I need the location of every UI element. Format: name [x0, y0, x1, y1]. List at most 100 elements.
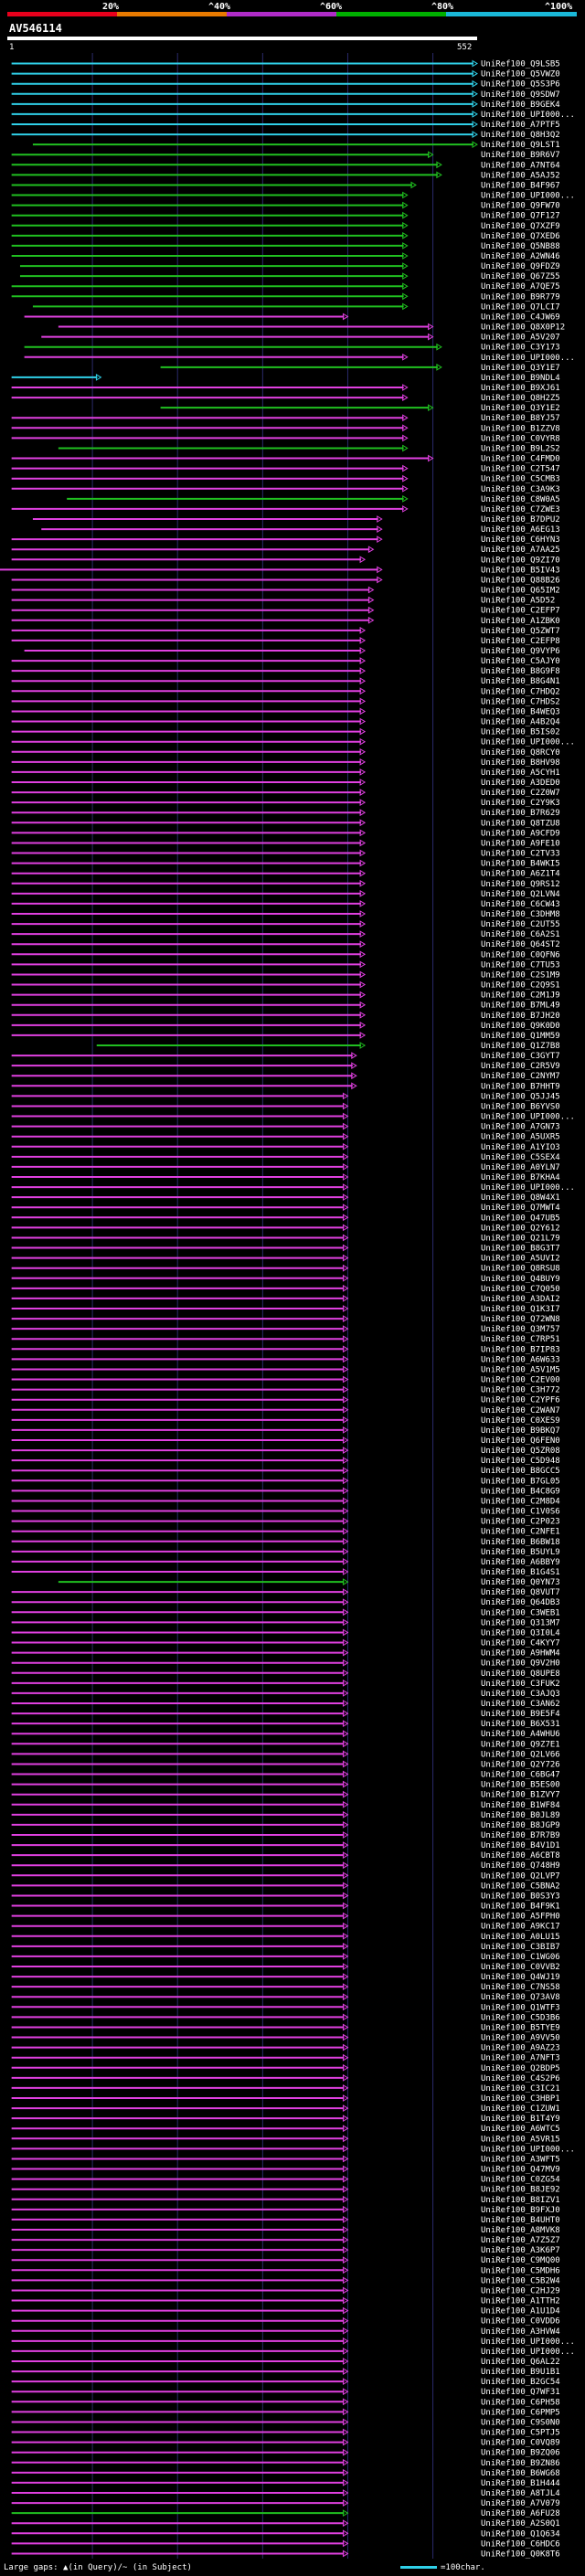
hit-label[interactable]: UniRef100_Q88B26 — [481, 576, 560, 585]
hit-label[interactable]: UniRef100_Q73AV8 — [481, 1993, 560, 2002]
hit-label[interactable]: UniRef100_C4JW69 — [481, 313, 560, 322]
hit-label[interactable]: UniRef100_UPI000... — [481, 354, 575, 363]
hit-label[interactable]: UniRef100_Q9LSB5 — [481, 60, 560, 69]
hit-label[interactable]: UniRef100_C3HBP1 — [481, 2094, 560, 2104]
hit-label[interactable]: UniRef100_B8JE92 — [481, 2186, 560, 2195]
hit-label[interactable]: UniRef100_Q1MM59 — [481, 1032, 560, 1041]
hit-label[interactable]: UniRef100_C2R5V9 — [481, 1062, 560, 1071]
hit-label[interactable]: UniRef100_Q47MV9 — [481, 2166, 560, 2175]
hit-label[interactable]: UniRef100_Q3Y1E7 — [481, 364, 560, 373]
hit-label[interactable]: UniRef100_B6BW18 — [481, 1538, 560, 1547]
hit-label[interactable]: UniRef100_A5AJ52 — [481, 171, 560, 180]
hit-label[interactable]: UniRef100_C3A9K3 — [481, 485, 560, 494]
hit-label[interactable]: UniRef100_A3HVW4 — [481, 2327, 560, 2337]
hit-label[interactable]: UniRef100_A7AA25 — [481, 546, 560, 555]
hit-label[interactable]: UniRef100_A6FU28 — [481, 2509, 560, 2518]
hit-label[interactable]: UniRef100_A9AZ23 — [481, 2044, 560, 2053]
hit-label[interactable]: UniRef100_B4WKI5 — [481, 860, 560, 869]
hit-label[interactable]: UniRef100_C7RP51 — [481, 1335, 560, 1344]
hit-label[interactable]: UniRef100_A5FPH0 — [481, 1913, 560, 1922]
hit-label[interactable]: UniRef100_UPI000... — [481, 1113, 575, 1122]
hit-label[interactable]: UniRef100_UPI000... — [481, 192, 575, 201]
hit-label[interactable]: UniRef100_C6PMP5 — [481, 2408, 560, 2417]
hit-label[interactable]: UniRef100_C3FUK2 — [481, 1680, 560, 1689]
hit-label[interactable]: UniRef100_B5UYL9 — [481, 1548, 560, 1557]
hit-label[interactable]: UniRef100_C2S1M9 — [481, 970, 560, 980]
hit-label[interactable]: UniRef100_C2M8D4 — [481, 1497, 560, 1506]
hit-label[interactable]: UniRef100_Q7XED6 — [481, 232, 560, 241]
hit-label[interactable]: UniRef100_A6W633 — [481, 1355, 560, 1364]
hit-label[interactable]: UniRef100_Q8RCY0 — [481, 748, 560, 758]
hit-label[interactable]: UniRef100_C1ZUW1 — [481, 2104, 560, 2114]
hit-label[interactable]: UniRef100_Q9K0D0 — [481, 1022, 560, 1031]
hit-label[interactable]: UniRef100_C0QFN6 — [481, 950, 560, 959]
hit-label[interactable]: UniRef100_B7R629 — [481, 809, 560, 818]
hit-label[interactable]: UniRef100_B5IS02 — [481, 728, 560, 737]
hit-label[interactable]: UniRef100_Q7F127 — [481, 212, 560, 221]
hit-label[interactable]: UniRef100_C0XES9 — [481, 1416, 560, 1426]
hit-label[interactable]: UniRef100_C3Y173 — [481, 344, 560, 353]
hit-label[interactable]: UniRef100_B7R7B9 — [481, 1831, 560, 1840]
hit-label[interactable]: UniRef100_B9U1B1 — [481, 2368, 560, 2377]
hit-label[interactable]: UniRef100_Q5JJ45 — [481, 1092, 560, 1101]
hit-label[interactable]: UniRef100_Q2Y726 — [481, 1760, 560, 1769]
hit-label[interactable]: UniRef100_A9VV50 — [481, 2034, 560, 2043]
hit-label[interactable]: UniRef100_C5PTJ5 — [481, 2429, 560, 2438]
hit-label[interactable]: UniRef100_C5BNA2 — [481, 1882, 560, 1891]
hit-label[interactable]: UniRef100_A6CBT8 — [481, 1851, 560, 1860]
hit-label[interactable]: UniRef100_C5CMB3 — [481, 475, 560, 484]
hit-label[interactable]: UniRef100_C2EFP7 — [481, 607, 560, 616]
hit-label[interactable]: UniRef100_B6WG68 — [481, 2469, 560, 2478]
hit-label[interactable]: UniRef100_C2TV33 — [481, 850, 560, 859]
hit-label[interactable]: UniRef100_C6PH58 — [481, 2398, 560, 2407]
hit-label[interactable]: UniRef100_C5AJY0 — [481, 657, 560, 666]
hit-label[interactable]: UniRef100_C9S0N0 — [481, 2418, 560, 2427]
hit-label[interactable]: UniRef100_Q4BUY9 — [481, 1275, 560, 1284]
hit-label[interactable]: UniRef100_C2NFE1 — [481, 1528, 560, 1537]
hit-label[interactable]: UniRef100_C6CW43 — [481, 900, 560, 909]
hit-label[interactable]: UniRef100_C2WAN7 — [481, 1406, 560, 1415]
hit-label[interactable]: UniRef100_B4F9K1 — [481, 1903, 560, 1912]
hit-label[interactable]: UniRef100_Q1Z7B8 — [481, 1042, 560, 1051]
hit-label[interactable]: UniRef100_UPI000... — [481, 738, 575, 747]
hit-label[interactable]: UniRef100_Q8H3Q2 — [481, 131, 560, 140]
hit-label[interactable]: UniRef100_Q3Y1E2 — [481, 404, 560, 413]
hit-label[interactable]: UniRef100_A5VR15 — [481, 2135, 560, 2144]
hit-label[interactable]: UniRef100_Q1Q634 — [481, 2529, 560, 2539]
hit-label[interactable]: UniRef100_C3BIB7 — [481, 1943, 560, 1952]
hit-label[interactable]: UniRef100_Q67Z55 — [481, 272, 560, 281]
hit-label[interactable]: UniRef100_Q0K8T6 — [481, 2549, 560, 2559]
hit-label[interactable]: UniRef100_C2EV00 — [481, 1376, 560, 1385]
hit-label[interactable]: UniRef100_A6BBY9 — [481, 1558, 560, 1567]
hit-label[interactable]: UniRef100_C3H772 — [481, 1386, 560, 1395]
hit-label[interactable]: UniRef100_B6YVS0 — [481, 1102, 560, 1111]
hit-label[interactable]: UniRef100_B1WF84 — [481, 1801, 560, 1810]
hit-label[interactable]: UniRef100_C2Z0W7 — [481, 789, 560, 798]
hit-label[interactable]: UniRef100_C6HYN3 — [481, 535, 560, 545]
hit-label[interactable]: UniRef100_Q5S3P6 — [481, 80, 560, 90]
hit-label[interactable]: UniRef100_Q7XZF9 — [481, 222, 560, 231]
hit-label[interactable]: UniRef100_A2WN46 — [481, 252, 560, 261]
hit-label[interactable]: UniRef100_Q1K3I7 — [481, 1305, 560, 1314]
hit-label[interactable]: UniRef100_C5D948 — [481, 1457, 560, 1466]
hit-label[interactable]: UniRef100_B9ZN86 — [481, 2459, 560, 2468]
hit-label[interactable]: UniRef100_C0VVB2 — [481, 1963, 560, 1972]
hit-label[interactable]: UniRef100_C2NYM7 — [481, 1072, 560, 1081]
hit-label[interactable]: UniRef100_Q748H9 — [481, 1861, 560, 1871]
hit-label[interactable]: UniRef100_Q47UB5 — [481, 1214, 560, 1223]
hit-label[interactable]: UniRef100_B4C8G9 — [481, 1487, 560, 1496]
hit-label[interactable]: UniRef100_A9FE10 — [481, 839, 560, 848]
hit-label[interactable]: UniRef100_B4F967 — [481, 181, 560, 190]
hit-label[interactable]: UniRef100_A5UXR5 — [481, 1133, 560, 1142]
hit-label[interactable]: UniRef100_A8TJL4 — [481, 2489, 560, 2498]
hit-label[interactable]: UniRef100_C7TU53 — [481, 960, 560, 970]
hit-label[interactable]: UniRef100_A9HWM4 — [481, 1649, 560, 1659]
hit-label[interactable]: UniRef100_Q8H2Z5 — [481, 394, 560, 403]
hit-label[interactable]: UniRef100_C2M1J9 — [481, 991, 560, 1001]
hit-label[interactable]: UniRef100_B9NDL4 — [481, 374, 560, 383]
hit-label[interactable]: UniRef100_B8G3T7 — [481, 1245, 560, 1254]
hit-label[interactable]: UniRef100_A5CYH1 — [481, 769, 560, 778]
hit-label[interactable]: UniRef100_A1ZBK0 — [481, 617, 560, 626]
hit-label[interactable]: UniRef100_B4WEQ3 — [481, 707, 560, 716]
hit-label[interactable]: UniRef100_Q3I0L4 — [481, 1628, 560, 1638]
